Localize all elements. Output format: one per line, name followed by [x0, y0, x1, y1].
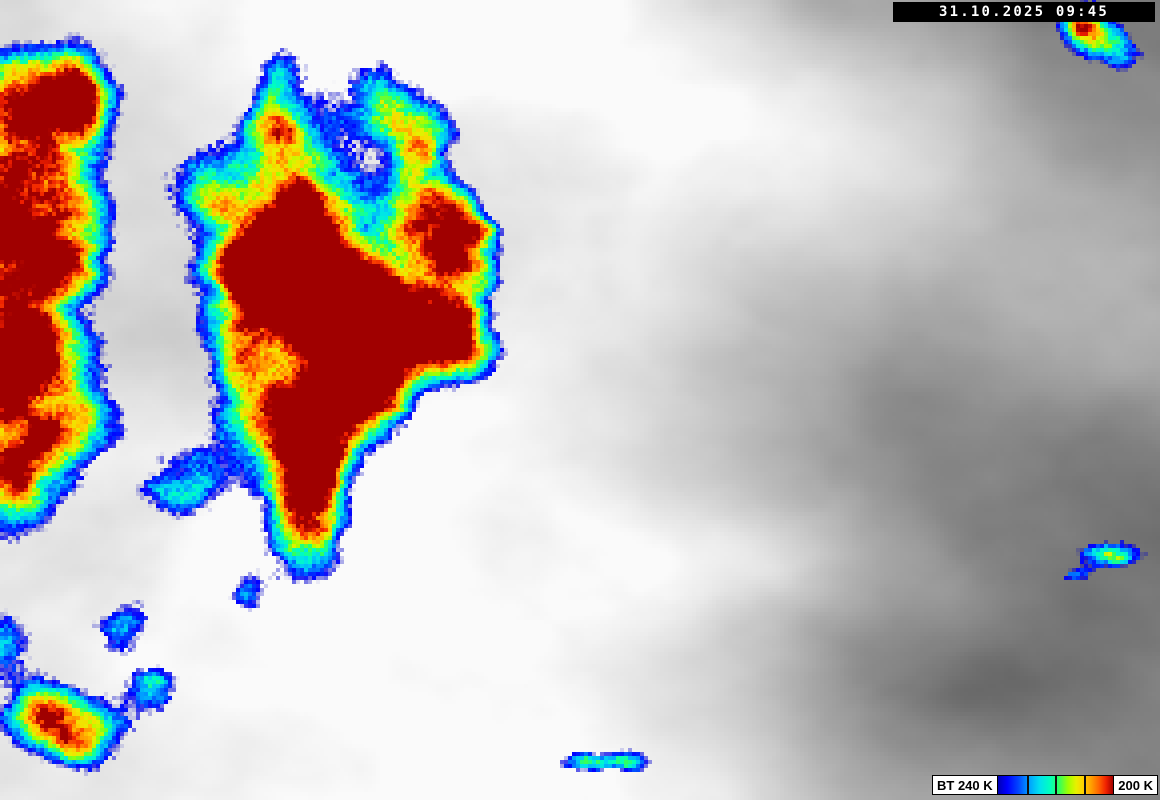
colorbar-tick	[1055, 776, 1058, 794]
timestamp-overlay: 31.10.2025 09:45	[893, 2, 1155, 22]
colorbar-gradient	[996, 776, 1115, 794]
colorbar-tick	[1084, 776, 1087, 794]
colorbar-min-label: BT 240 K	[933, 776, 997, 794]
colorbar-max-label: 200 K	[1114, 776, 1157, 794]
colorbar-legend: BT 240 K 200 K	[932, 775, 1158, 795]
colorbar-tick	[1026, 776, 1029, 794]
